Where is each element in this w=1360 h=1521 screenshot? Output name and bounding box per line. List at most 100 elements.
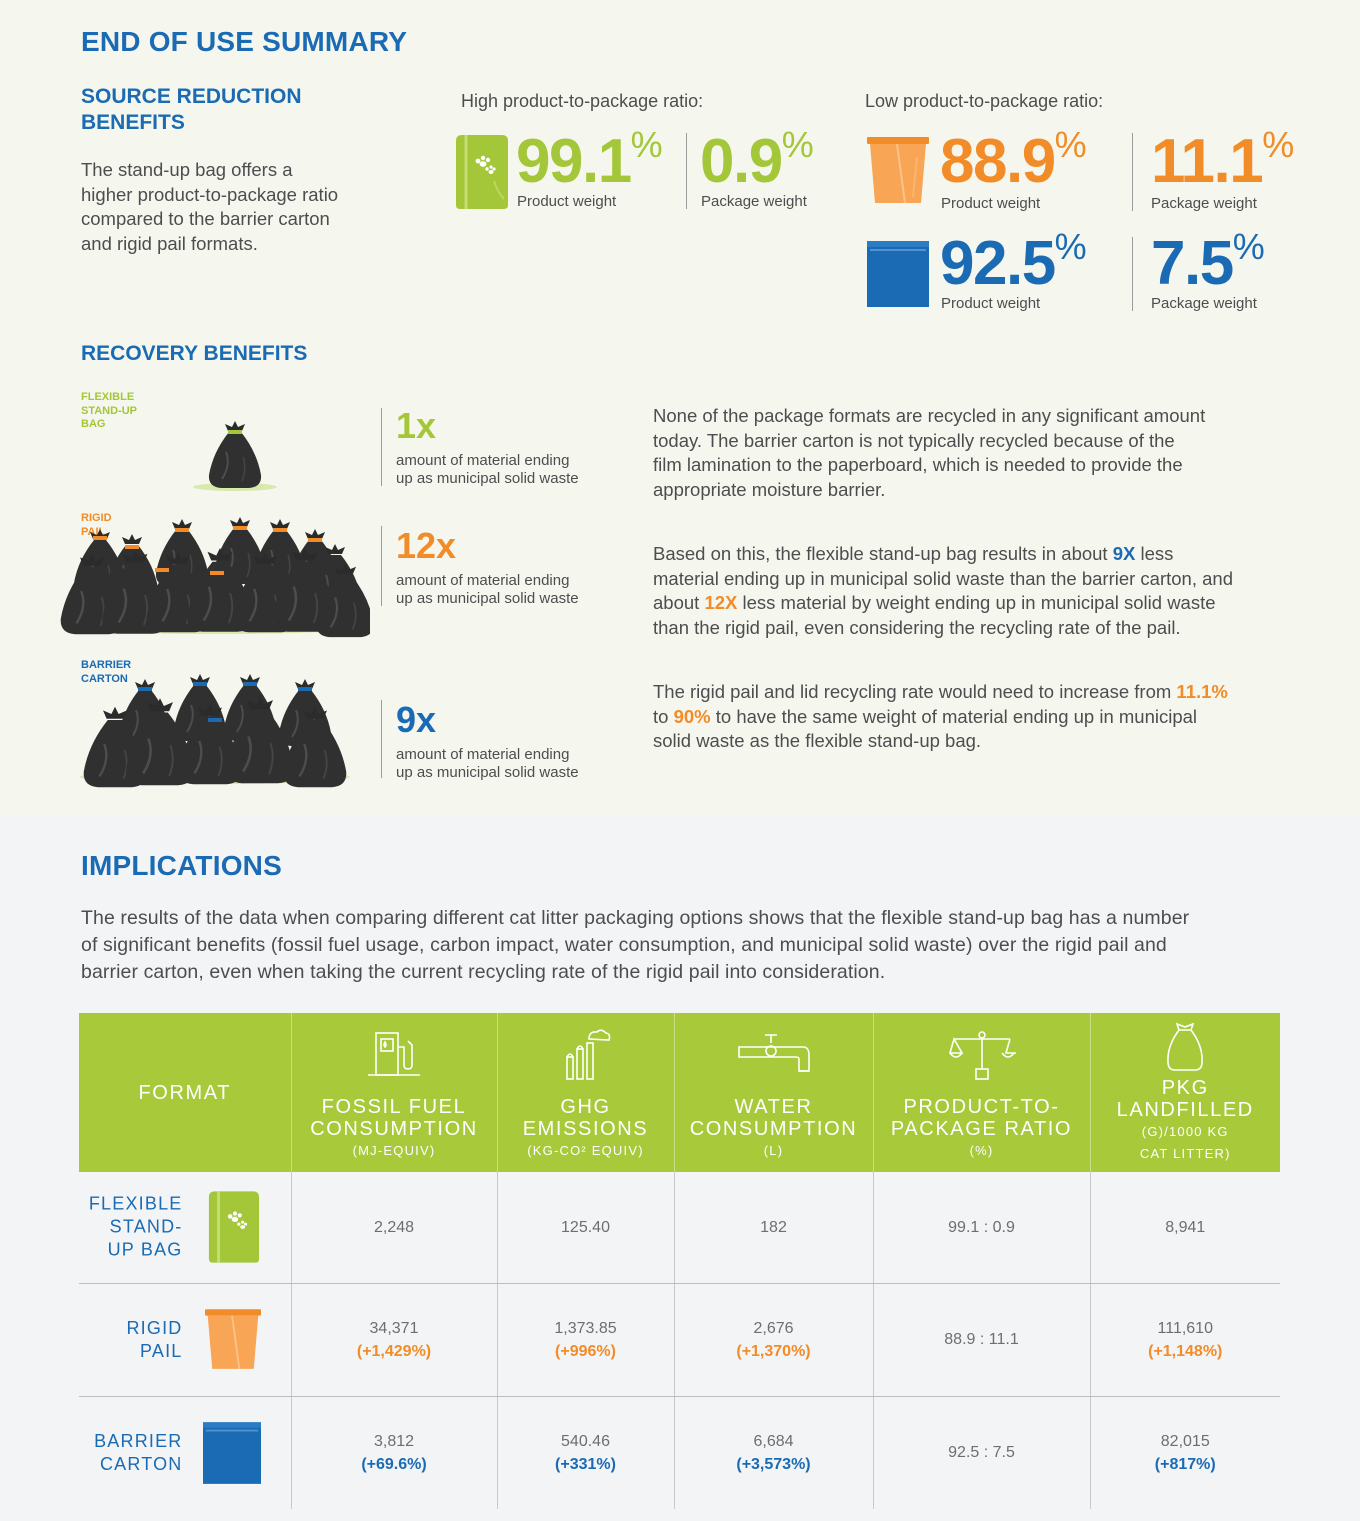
text-line: of significant benefits (fossil fuel usa… [81,934,1167,956]
format-name: FLEXIBLE STAND- UP BAG [89,1193,183,1262]
ratio-cell: 88.9 : 11.1 [872,1283,1090,1397]
header-landfilled: PKG LANDFILLED (G)/1000 KG CAT LITTER) [1089,1013,1280,1172]
source-reduction-text: The stand-up bag offers a higher product… [81,158,401,256]
cell-value: 2,676 [753,1319,794,1337]
ratio-cell: 99.1 : 0.9 [872,1172,1090,1284]
desc-line: up as municipal solid waste [396,764,579,781]
factory-icon [565,1028,610,1080]
high-package-weight-value: 0.9% [700,127,814,193]
recovery-heading: RECOVERY BENEFITS [81,342,308,365]
format-line: STAND- [109,1216,183,1237]
low-ratio-heading: Low product-to-package ratio: [865,91,1104,111]
cell-value: 182 [760,1218,787,1236]
implications-text: The results of the data when comparing d… [81,905,1291,986]
package-weight-label: Package weight [701,193,807,210]
recycling-rate-paragraph: The rigid pail and lid recycling rate wo… [653,680,1293,754]
format-line: UP BAG [107,1239,183,1260]
para-line: material ending up in municipal solid wa… [653,567,1233,589]
para-line: than the rigid pail, even considering th… [653,616,1181,638]
cell-value: 540.46 [561,1432,610,1450]
label-line: BARRIER [81,659,132,671]
water-cell: 6,684 (+3,573%) [673,1396,873,1509]
header-ghg: GHG EMISSIONS (KG-CO² EQUIV) [496,1013,674,1172]
header-water: WATER CONSUMPTION (L) [673,1013,873,1172]
fuel-pump-icon [368,1031,420,1076]
cell-value: 1,373.85 [554,1319,617,1337]
divider [1132,133,1133,211]
pail-bags [60,516,370,639]
cell-value: 2,248 [373,1218,415,1236]
percent-sign: % [630,124,663,165]
format-line: CARTON [99,1453,183,1474]
cell-value: 3,812 [373,1432,415,1450]
text-line: barrier carton, even when taking the cur… [81,961,886,983]
para-line: solid waste as the flexible stand-up bag… [653,730,982,751]
text: to [653,705,674,727]
cell-percent-change: (+331%) [555,1455,616,1473]
para-line: film lamination to the paperboard, which… [653,454,1183,475]
format-cell: RIGID PAIL [79,1283,291,1397]
text: The rigid pail and lid recycling rate wo… [653,681,1177,702]
barrier-carton-icon [202,1421,261,1484]
rigid-pail-icon [204,1308,261,1369]
percent-sign: % [1232,226,1265,267]
text: less material by weight ending up in mun… [737,592,1216,613]
percent-sign: % [1054,226,1087,267]
para-line: None of the package formats are recycled… [653,405,1206,426]
rigid-pail-label: RIGID PAIL [81,512,112,539]
value: 0.9 [700,127,783,196]
cell-value: 88.9 : 11.1 [944,1331,1019,1348]
garbage-bags-illustration [60,420,370,789]
table-row: RIGID PAIL 34,371 (+1,429%) 1,373.85 (+996… [79,1283,1280,1397]
cell-value: 6,684 [753,1432,794,1450]
barrier-carton-label: BARRIER CARTON [81,659,131,686]
label-line: BAG [81,418,106,430]
cell-value: 99.1 : 0.9 [948,1218,1015,1236]
comparison-table: FORMAT FOSSIL FUEL CONSUMPTION (MJ-EQUIV… [79,1013,1280,1509]
para-line: about 12X less material by weight ending… [653,591,1293,616]
header-label: FOSSIL FUEL [321,1095,467,1118]
header-format: FORMAT [79,1013,291,1172]
text-line: higher product-to-package ratio [81,183,339,205]
percent-sign: % [1054,124,1087,165]
header-fossil-fuel: FOSSIL FUEL CONSUMPTION (MJ-EQUIV) [290,1013,497,1172]
divider [381,526,382,606]
desc-line: amount of material ending [396,572,570,589]
format-line: PAIL [140,1340,183,1361]
cell-value: 8,941 [1165,1218,1206,1236]
fossil-fuel-cell: 2,248 [290,1172,497,1284]
text: to have the same weight of material endi… [710,705,1198,727]
stand-up-bag-icon [208,1191,259,1263]
format-line: RIGID [126,1317,183,1338]
percent-sign: % [1262,124,1295,165]
water-cell: 2,676 (+1,370%) [673,1283,873,1397]
product-weight-label: Product weight [941,295,1041,312]
source-reduction-heading: SOURCE REDUCTION BENEFITS [81,84,302,136]
header-unit: (KG-CO² EQUIV) [527,1142,644,1158]
multiplier-description: amount of material ending up as municipa… [396,452,579,488]
highlight: 9X [1112,543,1136,564]
scale-icon [948,1030,1016,1080]
header-label: PACKAGE RATIO [890,1117,1073,1140]
label-line: RIGID [81,512,112,524]
high-product-weight-value: 99.1% [516,127,663,193]
header-unit: (G)/1000 KG [1141,1123,1229,1139]
format-line: BARRIER [94,1430,183,1451]
cell-percent-change: (+1,148%) [1148,1342,1223,1360]
table-row: FLEXIBLE STAND- UP BAG 2,248 125.40 182 … [79,1172,1280,1284]
desc-line: up as municipal solid waste [396,470,579,487]
format-name: RIGID PAIL [126,1317,182,1363]
table-row: BARRIER CARTON 3,812 (+69.6%) 540.46 (+331… [79,1396,1280,1509]
text: about [653,592,705,613]
text: less [1135,543,1174,564]
carton-package-weight-value: 7.5% [1151,229,1265,295]
desc-line: amount of material ending [396,452,570,469]
multiplier-description: amount of material ending up as municipa… [396,572,579,608]
flexible-bag-label: FLEXIBLE STAND-UP BAG [81,391,137,432]
ghg-cell: 125.40 [496,1172,674,1284]
fossil-fuel-cell: 34,371 (+1,429%) [290,1283,497,1397]
header-label: PKG [1161,1076,1209,1099]
text: Based on this, the flexible stand-up bag… [653,543,1113,564]
text-line: The stand-up bag offers a [81,159,293,180]
header-label: GHG [560,1095,611,1118]
